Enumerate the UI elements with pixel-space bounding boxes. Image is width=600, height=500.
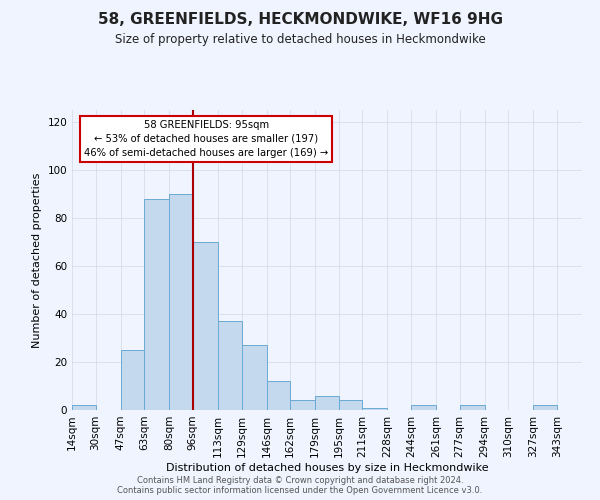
Bar [242,345,266,410]
Text: Contains HM Land Registry data © Crown copyright and database right 2024.: Contains HM Land Registry data © Crown c… [137,476,463,485]
Bar [460,405,485,410]
Bar [339,400,362,410]
Bar [144,199,169,410]
Bar [266,381,290,410]
Text: Contains public sector information licensed under the Open Government Licence v3: Contains public sector information licen… [118,486,482,495]
Y-axis label: Number of detached properties: Number of detached properties [32,172,42,348]
Bar [121,350,144,410]
X-axis label: Distribution of detached houses by size in Heckmondwike: Distribution of detached houses by size … [166,462,488,472]
Text: 58 GREENFIELDS: 95sqm
← 53% of detached houses are smaller (197)
46% of semi-det: 58 GREENFIELDS: 95sqm ← 53% of detached … [84,120,328,158]
Bar [362,408,388,410]
Bar [290,400,315,410]
Bar [411,405,436,410]
Bar [169,194,193,410]
Bar [193,242,218,410]
Text: 58, GREENFIELDS, HECKMONDWIKE, WF16 9HG: 58, GREENFIELDS, HECKMONDWIKE, WF16 9HG [97,12,503,28]
Text: Size of property relative to detached houses in Heckmondwike: Size of property relative to detached ho… [115,32,485,46]
Bar [218,321,242,410]
Bar [533,405,557,410]
Bar [72,405,95,410]
Bar [315,396,339,410]
